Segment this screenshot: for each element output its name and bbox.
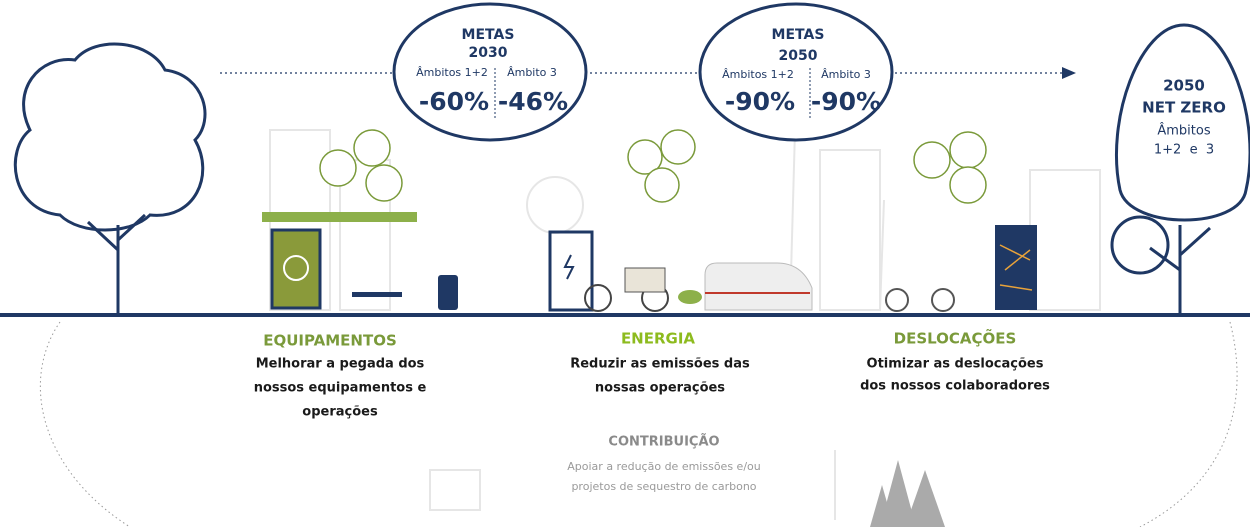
pillar-text: dos nossos colaboradores [860,379,1050,394]
goal-value: -46% [498,87,568,116]
pillar-title: DESLOCAÇÕES [894,329,1017,348]
scene [262,212,1037,311]
infographic: METAS 2030 -60% -46% METAS 2050 -90% -90… [0,0,1250,527]
pillar-text: Otimizar as deslocações [867,357,1044,372]
goal-value: -60% [419,87,489,116]
goal-value: -90% [811,87,881,116]
timeline-arrow [1062,67,1076,79]
net-zero-scope: Âmbitos [1157,123,1210,139]
icon-cluster [320,130,986,203]
goal-year: 2050 [779,48,818,64]
pillar-text: operações [302,405,378,420]
scope-label: Âmbitos 1+2 [416,66,488,79]
net-zero-detail: 1+2 e 3 [1154,143,1214,158]
scope-label: Âmbitos 1+2 [722,68,794,81]
goal-title: METAS [462,27,515,43]
contribution-loop [40,322,1237,527]
net-zero-year: 2050 [1163,77,1205,95]
net-zero-title: NET ZERO [1142,99,1226,117]
scope-label: Âmbito 3 [507,66,557,79]
pillar-title: EQUIPAMENTOS [263,332,397,350]
forest [870,460,945,527]
goal-value: -90% [725,87,795,116]
right-tree [1112,25,1250,313]
contribution-title: CONTRIBUIÇÃO [608,434,719,450]
pillar-text: nossas operações [595,381,725,396]
goal-title: METAS [772,27,825,43]
scope-label: Âmbito 3 [821,68,871,81]
contribution-text: projetos de sequestro de carbono [571,480,756,493]
left-tree [15,44,205,313]
pillar-text: nossos equipamentos e [254,381,427,396]
pillar-text: Melhorar a pegada dos [256,357,425,372]
contribution-text: Apoiar a redução de emissões e/ou [567,460,760,473]
goal-year: 2030 [469,45,508,61]
pillar-text: Reduzir as emissões das [570,357,750,372]
pillar-title: ENERGIA [621,330,695,348]
